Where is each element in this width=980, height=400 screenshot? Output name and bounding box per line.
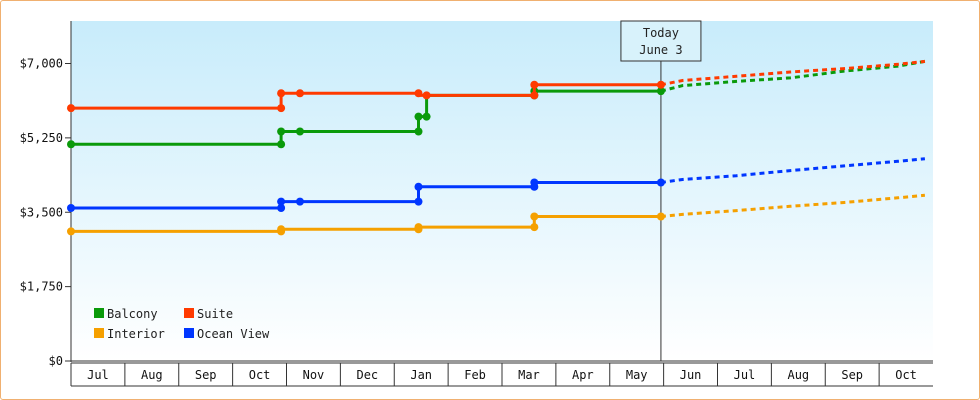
y-tick-label: $3,500 bbox=[20, 205, 63, 219]
x-tick-label: Sep bbox=[841, 368, 863, 382]
legend-label: Balcony bbox=[107, 307, 158, 321]
y-tick-label: $5,250 bbox=[20, 131, 63, 145]
series-point-suite bbox=[295, 89, 304, 98]
x-tick-label: Sep bbox=[195, 368, 217, 382]
series-point-ocean-view bbox=[414, 197, 423, 206]
x-tick-label: Nov bbox=[303, 368, 325, 382]
x-tick-label: May bbox=[626, 368, 648, 382]
series-point-ocean-view bbox=[277, 197, 286, 206]
series-projection-suite bbox=[660, 59, 926, 87]
x-tick-label: Jan bbox=[410, 368, 432, 382]
series-point-interior bbox=[530, 212, 539, 221]
y-tick-label: $7,000 bbox=[20, 57, 63, 71]
series-point-interior bbox=[67, 227, 75, 236]
series-point-balcony bbox=[422, 112, 431, 121]
legend-label: Interior bbox=[107, 327, 165, 341]
x-tick-label: Jul bbox=[734, 368, 756, 382]
today-box bbox=[620, 20, 702, 62]
series-point-suite bbox=[277, 89, 286, 98]
x-tick-label: Dec bbox=[356, 368, 378, 382]
series-point-ocean-view bbox=[295, 197, 304, 206]
series-point-interior bbox=[656, 212, 665, 221]
legend-swatch bbox=[94, 328, 104, 338]
series-point-balcony bbox=[414, 112, 423, 121]
series-point-suite bbox=[656, 80, 665, 89]
series-point-ocean-view bbox=[530, 178, 539, 187]
x-tick-label: Jul bbox=[87, 368, 109, 382]
y-tick-label: $1,750 bbox=[20, 280, 63, 294]
series-projection-balcony bbox=[660, 59, 926, 93]
series-point-balcony bbox=[277, 140, 286, 149]
x-tick-label: Oct bbox=[895, 368, 917, 382]
series-point-suite bbox=[422, 91, 431, 100]
series-point-balcony bbox=[414, 127, 423, 136]
series-point-interior bbox=[277, 225, 286, 234]
legend-swatch bbox=[184, 308, 194, 318]
legend-label: Suite bbox=[197, 307, 233, 321]
legend-swatch bbox=[184, 328, 194, 338]
series-point-ocean-view bbox=[656, 178, 665, 187]
x-tick-label: Aug bbox=[141, 368, 163, 382]
x-tick-label: Apr bbox=[572, 368, 594, 382]
x-tick-label: Oct bbox=[249, 368, 271, 382]
series-projection-ocean-view bbox=[660, 157, 926, 184]
today-label: Today bbox=[643, 26, 679, 40]
series-point-balcony bbox=[277, 127, 286, 136]
series-point-ocean-view bbox=[67, 204, 75, 212]
series-point-ocean-view bbox=[414, 182, 423, 191]
x-tick-label: Mar bbox=[518, 368, 540, 382]
series-point-balcony bbox=[295, 127, 304, 136]
today-date: June 3 bbox=[639, 43, 682, 57]
x-tick-label: Jun bbox=[680, 368, 702, 382]
series-point-suite bbox=[530, 91, 539, 100]
y-tick-label: $0 bbox=[49, 354, 63, 368]
series-point-ocean-view bbox=[277, 204, 286, 212]
series-point-suite bbox=[414, 89, 423, 98]
series-projection-interior bbox=[660, 193, 926, 218]
series-point-suite bbox=[67, 104, 75, 113]
series-point-balcony bbox=[67, 140, 75, 149]
series-point-interior bbox=[530, 223, 539, 232]
x-tick-label: Aug bbox=[787, 368, 809, 382]
series-point-interior bbox=[414, 223, 423, 232]
series-point-suite bbox=[277, 104, 286, 113]
x-tick-label: Feb bbox=[464, 368, 486, 382]
series-point-suite bbox=[530, 80, 539, 89]
legend-swatch bbox=[94, 308, 104, 318]
legend-label: Ocean View bbox=[197, 327, 270, 341]
series-point-balcony bbox=[656, 87, 665, 96]
